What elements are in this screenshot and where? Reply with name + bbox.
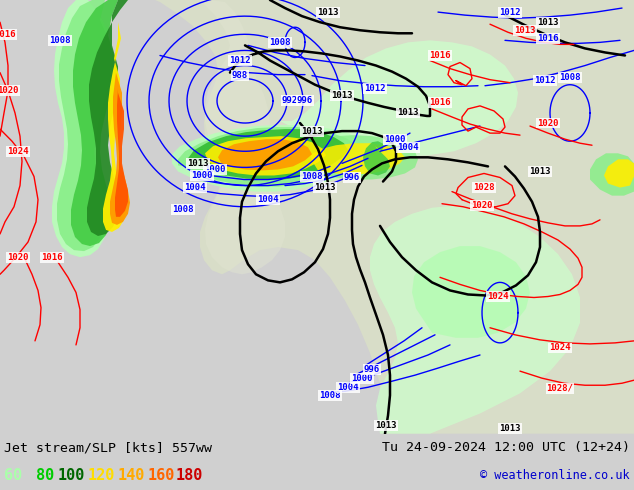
Text: 996: 996 bbox=[364, 365, 380, 373]
Polygon shape bbox=[292, 135, 418, 179]
Text: 60: 60 bbox=[4, 468, 22, 484]
Polygon shape bbox=[363, 141, 390, 175]
Text: 1008: 1008 bbox=[172, 205, 194, 214]
Text: 1024: 1024 bbox=[7, 147, 29, 156]
Text: 1008: 1008 bbox=[559, 73, 581, 82]
Text: 1013: 1013 bbox=[314, 183, 336, 192]
Text: 1016: 1016 bbox=[429, 51, 451, 60]
Text: 1016: 1016 bbox=[537, 34, 559, 43]
Text: 180: 180 bbox=[176, 468, 204, 484]
Polygon shape bbox=[172, 125, 370, 192]
Text: 1020: 1020 bbox=[0, 86, 19, 95]
Text: 100: 100 bbox=[58, 468, 86, 484]
Text: 1013: 1013 bbox=[331, 91, 353, 100]
Text: 1016: 1016 bbox=[0, 30, 16, 39]
Polygon shape bbox=[87, 0, 128, 236]
Text: 988: 988 bbox=[232, 71, 248, 80]
Text: 1028/: 1028/ bbox=[547, 384, 573, 393]
Text: 1012: 1012 bbox=[534, 76, 556, 85]
Text: 1016: 1016 bbox=[41, 253, 63, 262]
Text: 1013: 1013 bbox=[301, 126, 323, 136]
Text: 1013: 1013 bbox=[537, 18, 559, 26]
Text: 1004: 1004 bbox=[257, 195, 279, 204]
Text: 1013: 1013 bbox=[529, 167, 551, 176]
Text: 1024: 1024 bbox=[488, 292, 508, 301]
Polygon shape bbox=[370, 206, 580, 434]
Text: 1013: 1013 bbox=[317, 8, 339, 17]
Polygon shape bbox=[188, 129, 348, 179]
Text: 1013: 1013 bbox=[499, 424, 521, 433]
Polygon shape bbox=[103, 22, 126, 232]
Text: 80: 80 bbox=[36, 468, 55, 484]
Text: 120: 120 bbox=[88, 468, 115, 484]
Text: 1012: 1012 bbox=[365, 84, 385, 93]
Text: 1012: 1012 bbox=[230, 56, 251, 65]
Polygon shape bbox=[280, 40, 518, 156]
Polygon shape bbox=[57, 0, 112, 251]
Polygon shape bbox=[155, 0, 285, 274]
Text: 1020: 1020 bbox=[471, 201, 493, 210]
Text: 1000: 1000 bbox=[204, 165, 226, 174]
Text: 1013: 1013 bbox=[187, 159, 209, 168]
Text: 1028: 1028 bbox=[473, 183, 495, 192]
Text: 996: 996 bbox=[344, 173, 360, 182]
Polygon shape bbox=[115, 89, 128, 217]
Polygon shape bbox=[412, 246, 530, 338]
Text: 1013: 1013 bbox=[375, 421, 397, 430]
Text: 1004: 1004 bbox=[337, 383, 359, 392]
Polygon shape bbox=[52, 0, 112, 257]
Text: 1013: 1013 bbox=[398, 108, 418, 118]
Polygon shape bbox=[590, 153, 634, 196]
Text: 140: 140 bbox=[118, 468, 145, 484]
Polygon shape bbox=[604, 159, 634, 188]
Polygon shape bbox=[155, 0, 634, 434]
Text: 1016: 1016 bbox=[429, 98, 451, 107]
Text: 1004: 1004 bbox=[184, 183, 206, 192]
Text: 1008: 1008 bbox=[49, 36, 71, 45]
Text: 1013: 1013 bbox=[514, 26, 536, 35]
Text: 1000: 1000 bbox=[351, 374, 373, 383]
Text: © weatheronline.co.uk: © weatheronline.co.uk bbox=[481, 469, 630, 483]
Polygon shape bbox=[178, 127, 360, 187]
Text: 1000: 1000 bbox=[191, 171, 213, 180]
Text: 1004: 1004 bbox=[398, 143, 418, 152]
Polygon shape bbox=[310, 143, 405, 174]
Text: 1000: 1000 bbox=[384, 135, 406, 144]
Text: 160: 160 bbox=[148, 468, 176, 484]
Text: 1008: 1008 bbox=[301, 172, 323, 181]
Polygon shape bbox=[218, 139, 312, 171]
Text: 1012: 1012 bbox=[499, 8, 521, 17]
Text: 1020: 1020 bbox=[7, 253, 29, 262]
Text: 1008: 1008 bbox=[269, 38, 291, 47]
Text: 992: 992 bbox=[282, 97, 298, 105]
Polygon shape bbox=[205, 136, 326, 175]
Polygon shape bbox=[71, 0, 118, 246]
Polygon shape bbox=[110, 49, 130, 225]
Text: Jet stream/SLP [kts] 557ww: Jet stream/SLP [kts] 557ww bbox=[4, 441, 212, 454]
Text: 996: 996 bbox=[297, 97, 313, 105]
Text: Tu 24-09-2024 12:00 UTC (12+24): Tu 24-09-2024 12:00 UTC (12+24) bbox=[382, 441, 630, 454]
Text: 1024: 1024 bbox=[549, 343, 571, 352]
Text: 1020: 1020 bbox=[537, 119, 559, 127]
Text: 1008: 1008 bbox=[320, 391, 340, 400]
